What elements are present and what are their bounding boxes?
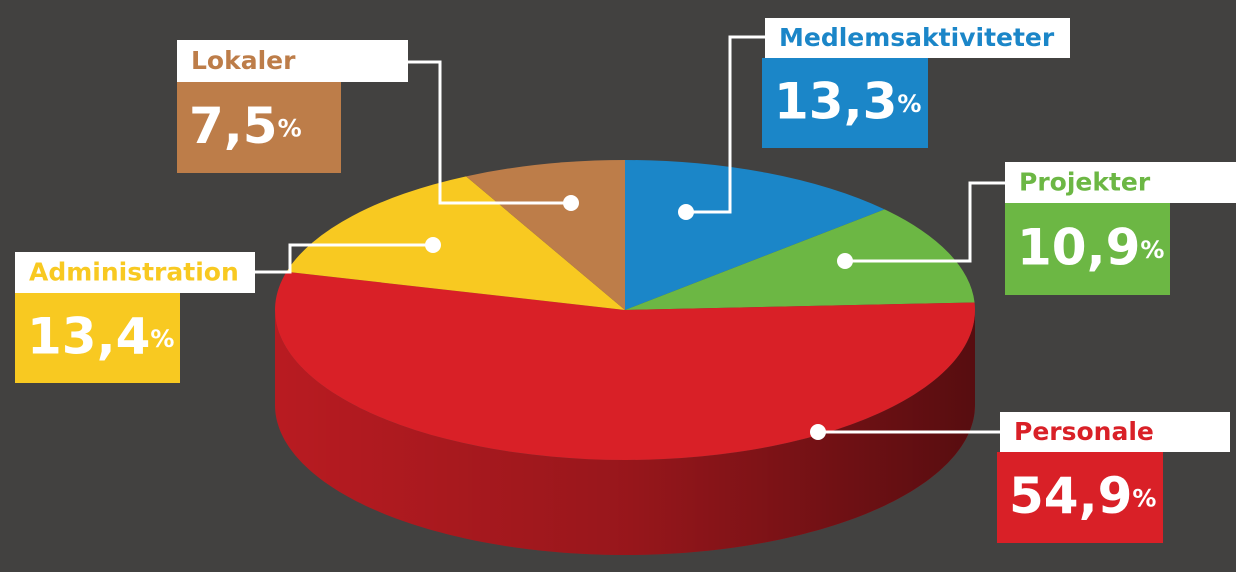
label-box	[765, 18, 1070, 58]
category-label: Projekter	[1019, 168, 1151, 197]
label-box	[15, 252, 255, 293]
value-label: 13,3%	[774, 73, 921, 131]
leader-dot	[563, 195, 579, 211]
leader-line	[255, 243, 433, 274]
slice-side-shade	[275, 310, 975, 555]
slice	[466, 160, 625, 310]
value-box	[997, 452, 1163, 543]
value-unit: %	[278, 115, 302, 143]
value-unit: %	[1140, 236, 1164, 264]
label-box	[1005, 162, 1236, 203]
value-unit: %	[1132, 485, 1156, 513]
slice	[286, 176, 625, 310]
value-box	[177, 82, 341, 173]
category-label: Lokaler	[191, 46, 296, 75]
slice	[275, 271, 975, 460]
label-box	[1000, 412, 1230, 452]
leader-line	[686, 35, 765, 214]
value-label: 54,9%	[1009, 467, 1156, 525]
leader-dot	[425, 237, 441, 253]
category-label: Personale	[1014, 417, 1154, 446]
value-unit: %	[897, 90, 921, 118]
slice	[625, 160, 885, 310]
leader-line	[408, 60, 571, 205]
pie	[275, 160, 975, 555]
leader-line	[845, 181, 1005, 263]
slice	[625, 209, 975, 310]
value-box	[1005, 203, 1170, 295]
leader-dot	[837, 253, 853, 269]
value-box	[15, 293, 180, 383]
value-unit: %	[150, 325, 174, 353]
callouts: Medlemsaktiviteter 13,3% Projekter 10,9% Per…	[15, 18, 1236, 543]
value-box	[762, 58, 928, 148]
label-box	[177, 40, 408, 82]
value-label: 10,9%	[1017, 219, 1164, 277]
category-label: Administration	[29, 258, 239, 287]
value-label: 13,4%	[27, 308, 174, 366]
category-label: Medlemsaktiviteter	[779, 23, 1055, 52]
leader-dot	[810, 424, 826, 440]
leader-dot	[678, 204, 694, 220]
